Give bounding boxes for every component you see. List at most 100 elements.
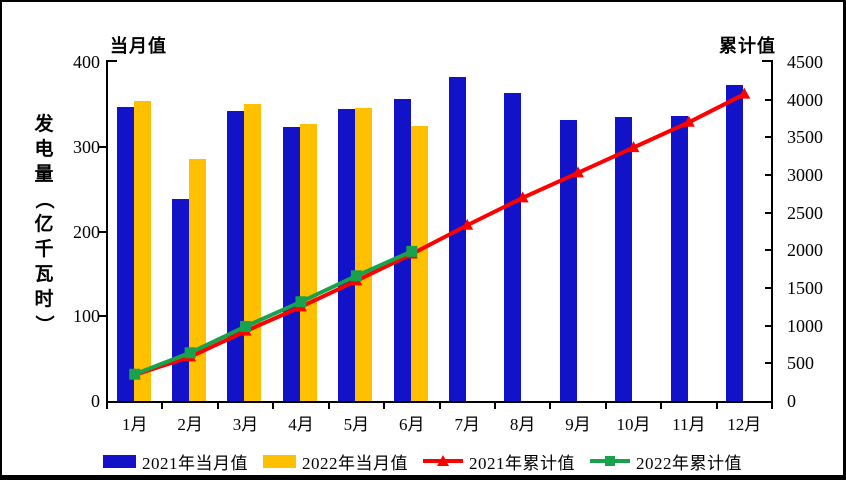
y-axis-title: 发电量（亿千瓦时） xyxy=(30,112,58,337)
legend-item-2022-cumulative: 2022年累计值 xyxy=(590,449,742,474)
right-axis-tick-label: 4500 xyxy=(787,52,823,72)
yellow-bar-swatch xyxy=(263,454,296,468)
right-axis-tick-label: 0 xyxy=(787,391,796,411)
legend-item-2021-cumulative: 2021年累计值 xyxy=(423,449,575,474)
left-axis-line xyxy=(106,60,108,403)
x-axis-category-label: 3月 xyxy=(232,415,259,434)
legend: 2021年当月值 2022年当月值 2021年累计值 2022年累计值 xyxy=(2,446,843,475)
bar-2021年当月值-4月 xyxy=(282,127,300,401)
bar-2021年当月值-3月 xyxy=(227,111,245,401)
bar-2021年当月值-2月 xyxy=(171,199,189,401)
left-axis-tick-label: 100 xyxy=(73,306,100,327)
bar-2021年当月值-10月 xyxy=(615,117,633,401)
legend-label: 2022年当月值 xyxy=(302,453,408,473)
bar-2021年当月值-6月 xyxy=(393,99,411,401)
y-axis-title-char: 电 xyxy=(34,139,54,160)
right-axis-tick xyxy=(765,324,772,327)
triangle-marker-icon xyxy=(437,455,449,466)
x-axis-tick xyxy=(549,401,552,409)
square-marker-icon xyxy=(605,456,615,466)
bar-2022年当月值-4月 xyxy=(299,123,317,401)
left-axis-tick xyxy=(99,315,107,318)
x-axis-tick xyxy=(383,401,386,409)
x-axis-category-label: 6月 xyxy=(399,415,425,434)
bar-2022年当月值-6月 xyxy=(410,126,428,401)
right-axis-line xyxy=(771,60,773,403)
green-line-square-swatch xyxy=(590,454,630,468)
x-axis-category-label: 10月 xyxy=(616,415,651,434)
blue-bar-swatch xyxy=(103,454,136,468)
right-axis-tick xyxy=(765,211,772,214)
legend-item-2022-monthly: 2022年当月值 xyxy=(263,449,408,474)
x-axis-tick xyxy=(771,401,773,409)
right-axis-tick-label: 4000 xyxy=(787,89,823,110)
x-axis-tick xyxy=(327,401,330,409)
left-axis-tick-label: 200 xyxy=(73,221,100,242)
bar-2021年当月值-8月 xyxy=(504,92,522,401)
x-axis-category-label: 5月 xyxy=(343,415,370,434)
bar-2021年当月值-12月 xyxy=(726,84,744,401)
bar-2022年当月值-1月 xyxy=(133,100,151,401)
x-axis-tick xyxy=(715,401,718,409)
right-axis-header: 累计值 xyxy=(719,36,776,56)
x-axis-tick xyxy=(604,401,607,409)
y-axis-title-char: 瓦 xyxy=(34,264,54,285)
bar-2021年当月值-11月 xyxy=(670,116,688,401)
x-axis-tick xyxy=(493,401,496,409)
right-axis-tick-label: 3500 xyxy=(787,127,823,148)
x-axis-tick xyxy=(216,401,219,409)
x-axis-tick xyxy=(438,401,441,409)
legend-label: 2021年当月值 xyxy=(142,453,248,473)
legend-label: 2022年累计值 xyxy=(636,453,742,473)
y-axis-title-char: 千 xyxy=(34,239,54,260)
right-axis-tick-label: 3000 xyxy=(787,165,823,185)
y-axis-title-char: （ xyxy=(33,189,55,210)
x-axis-category-label: 2月 xyxy=(177,415,203,434)
bar-2022年当月值-2月 xyxy=(188,159,206,401)
left-axis-tick-label: 400 xyxy=(73,52,100,72)
right-axis-tick-label: 2000 xyxy=(787,240,823,261)
right-axis-tick xyxy=(765,249,772,252)
x-axis-tick xyxy=(161,401,164,409)
right-axis-tick xyxy=(765,287,772,289)
y-axis-title-char: 亿 xyxy=(34,214,54,235)
right-axis-tick-label: 1000 xyxy=(787,315,823,336)
y-axis-title-char: 时 xyxy=(34,289,54,310)
bar-2021年当月值-1月 xyxy=(116,106,134,401)
legend-label: 2021年累计值 xyxy=(469,453,575,473)
bar-2022年当月值-5月 xyxy=(355,107,373,401)
legend-item-2021-monthly: 2021年当月值 xyxy=(103,449,248,474)
left-axis-top-tick xyxy=(106,60,117,62)
x-axis-category-label: 9月 xyxy=(565,415,591,434)
left-axis-tick-label: 300 xyxy=(73,136,100,157)
red-line-triangle-swatch xyxy=(423,454,463,468)
x-axis-tick xyxy=(660,401,663,409)
y-axis-title-char: 发 xyxy=(34,114,54,135)
x-axis-category-label: 12月 xyxy=(727,415,762,434)
x-axis-category-label: 1月 xyxy=(121,415,148,434)
left-axis-tick xyxy=(99,230,107,233)
right-axis-tick-label: 1500 xyxy=(787,278,823,298)
x-axis-tick xyxy=(272,401,275,409)
bar-2021年当月值-9月 xyxy=(559,119,577,401)
left-axis-tick xyxy=(99,145,107,148)
left-axis-header: 当月值 xyxy=(110,36,167,56)
x-axis-tick xyxy=(106,401,108,409)
y-axis-title-char: 量 xyxy=(34,164,54,185)
right-axis-tick-label: 500 xyxy=(787,353,814,374)
x-axis-category-label: 11月 xyxy=(672,415,706,434)
x-axis-category-label: 8月 xyxy=(509,415,536,434)
bar-2022年当月值-3月 xyxy=(244,104,262,401)
x-axis-category-label: 4月 xyxy=(288,415,314,434)
right-axis-tick xyxy=(765,174,772,176)
right-axis-tick xyxy=(765,136,772,139)
right-axis-top-tick xyxy=(762,60,773,62)
line-2021年累计值 xyxy=(134,92,746,377)
x-axis-category-label: 7月 xyxy=(454,415,480,434)
bar-2021年当月值-5月 xyxy=(338,108,356,401)
right-axis-tick xyxy=(765,98,772,101)
bar-2021年当月值-7月 xyxy=(449,77,466,401)
right-axis-tick xyxy=(765,362,772,365)
right-axis-tick-label: 2500 xyxy=(787,202,823,223)
